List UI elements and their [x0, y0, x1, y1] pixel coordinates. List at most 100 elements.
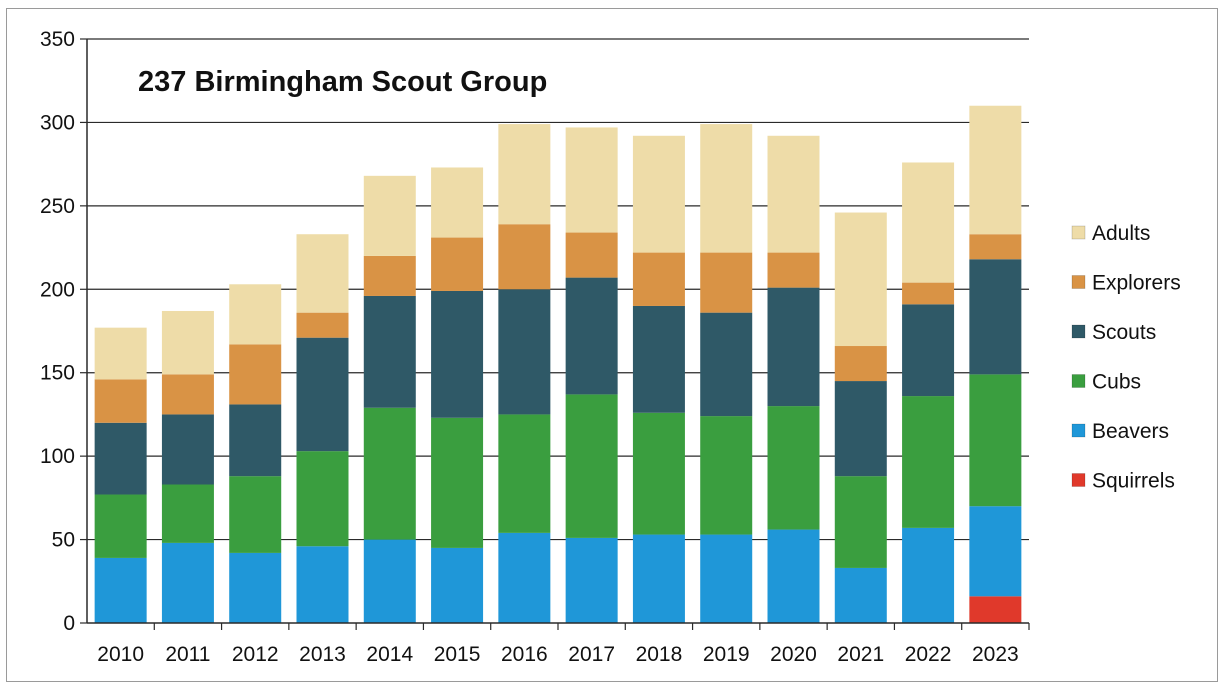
bar-segment-explorers-2014 [363, 255, 416, 296]
bar-segment-scouts-2018 [632, 305, 685, 413]
y-tick-label: 50 [52, 529, 75, 552]
bar-segment-adults-2011 [161, 310, 214, 375]
bar-segment-adults-2019 [700, 124, 753, 253]
bar-segment-adults-2021 [834, 212, 887, 347]
bar-segment-scouts-2020 [767, 287, 820, 407]
bar-segment-beavers-2016 [498, 532, 551, 623]
x-tick-label: 2017 [568, 643, 615, 666]
bar-segment-scouts-2017 [565, 277, 618, 395]
chart-title: 237 Birmingham Scout Group [138, 66, 547, 98]
bar-segment-cubs-2022 [902, 396, 955, 528]
bar-segment-explorers-2016 [498, 224, 551, 290]
bar-segment-explorers-2011 [161, 374, 214, 415]
bar-segment-scouts-2012 [229, 404, 282, 477]
y-tick-label: 200 [40, 278, 75, 301]
legend-item-cubs: Cubs [1071, 371, 1141, 394]
bar-segment-cubs-2023 [969, 374, 1022, 507]
legend-label: Adults [1092, 222, 1150, 245]
x-tick-label: 2019 [703, 643, 750, 666]
bar-segment-explorers-2021 [834, 346, 887, 382]
bar-segment-adults-2022 [902, 162, 955, 283]
legend-swatch [1071, 225, 1086, 240]
bar-segment-scouts-2019 [700, 312, 753, 417]
bar-segment-beavers-2023 [969, 506, 1022, 597]
bar-segment-scouts-2014 [363, 295, 416, 408]
legend-item-squirrels: Squirrels [1071, 470, 1175, 493]
bar-segment-cubs-2017 [565, 394, 618, 538]
bar-segment-scouts-2022 [902, 304, 955, 397]
bar-segment-beavers-2022 [902, 527, 955, 623]
bar-segment-beavers-2019 [700, 534, 753, 623]
x-tick-label: 2015 [434, 643, 481, 666]
bar-segment-cubs-2013 [296, 451, 349, 547]
y-tick-label: 150 [40, 362, 75, 385]
bar-segment-scouts-2016 [498, 289, 551, 415]
bar-segment-adults-2012 [229, 284, 282, 345]
bar-segment-adults-2010 [94, 327, 147, 380]
bar-segment-beavers-2020 [767, 529, 820, 623]
bar-segment-adults-2015 [431, 167, 484, 238]
bars [94, 105, 1022, 623]
x-tick-label: 2013 [299, 643, 346, 666]
x-tick-label: 2018 [636, 643, 683, 666]
legend-item-adults: Adults [1071, 222, 1150, 245]
bar-segment-adults-2018 [632, 135, 685, 253]
tick-labels: 0 50 100 150 200 250 300 350 2010 2011 2012 2013 201… [40, 28, 1019, 666]
legend: Adults Explorers Scouts Cubs Beavers Squirrel… [1071, 222, 1181, 493]
bar-segment-scouts-2021 [834, 381, 887, 477]
bar-segment-explorers-2020 [767, 252, 820, 288]
gridlines [87, 38, 1029, 541]
legend-swatch [1071, 423, 1086, 438]
bar-segment-adults-2013 [296, 234, 349, 313]
legend-label: Explorers [1092, 272, 1181, 295]
bar-segment-cubs-2011 [161, 484, 214, 543]
legend-item-beavers: Beavers [1071, 420, 1169, 443]
bar-segment-scouts-2010 [94, 422, 147, 495]
bar-segment-cubs-2020 [767, 406, 820, 530]
x-tick-label: 2022 [905, 643, 952, 666]
bar-segment-beavers-2021 [834, 567, 887, 623]
x-tick-label: 2020 [770, 643, 817, 666]
y-tick-label: 100 [40, 445, 75, 468]
legend-swatch [1071, 324, 1086, 339]
y-tick-label: 350 [40, 28, 75, 51]
bar-segment-cubs-2021 [834, 476, 887, 568]
x-tick-label: 2014 [366, 643, 413, 666]
bar-segment-cubs-2016 [498, 414, 551, 533]
legend-label: Cubs [1092, 371, 1141, 394]
legend-item-explorers: Explorers [1071, 272, 1181, 295]
x-tick-label: 2016 [501, 643, 548, 666]
legend-item-scouts: Scouts [1071, 321, 1156, 344]
bar-segment-explorers-2023 [969, 234, 1022, 260]
legend-label: Scouts [1092, 321, 1156, 344]
x-tick-label: 2021 [837, 643, 884, 666]
bar-segment-scouts-2011 [161, 414, 214, 485]
x-tick-label: 2012 [232, 643, 279, 666]
legend-swatch [1071, 275, 1086, 289]
bar-segment-cubs-2010 [94, 494, 147, 558]
bar-segment-explorers-2017 [565, 232, 618, 278]
x-tick-label: 2023 [972, 643, 1019, 666]
y-tick-label: 250 [40, 195, 75, 218]
bar-segment-adults-2014 [363, 175, 416, 256]
bar-segment-adults-2017 [565, 127, 618, 233]
bar-segment-beavers-2014 [363, 539, 416, 623]
stacked-bar-chart: 0 50 100 150 200 250 300 350 2010 2011 2012 2013 201… [40, 28, 1181, 666]
bar-segment-beavers-2011 [161, 542, 214, 623]
bar-segment-explorers-2018 [632, 252, 685, 306]
bar-segment-explorers-2012 [229, 344, 282, 405]
bar-segment-beavers-2015 [431, 547, 484, 623]
bar-segment-scouts-2015 [431, 290, 484, 418]
y-tick-label: 0 [63, 612, 75, 635]
bar-segment-cubs-2015 [431, 417, 484, 548]
bar-segment-beavers-2017 [565, 537, 618, 623]
bar-segment-explorers-2019 [700, 252, 753, 313]
bar-segment-squirrels-2023 [969, 596, 1022, 623]
bar-segment-explorers-2010 [94, 379, 147, 423]
legend-swatch [1071, 473, 1086, 487]
bar-segment-beavers-2010 [94, 557, 147, 623]
bar-segment-cubs-2012 [229, 476, 282, 553]
bar-segment-scouts-2013 [296, 337, 349, 452]
bar-segment-adults-2016 [498, 124, 551, 225]
axes [80, 38, 1030, 630]
